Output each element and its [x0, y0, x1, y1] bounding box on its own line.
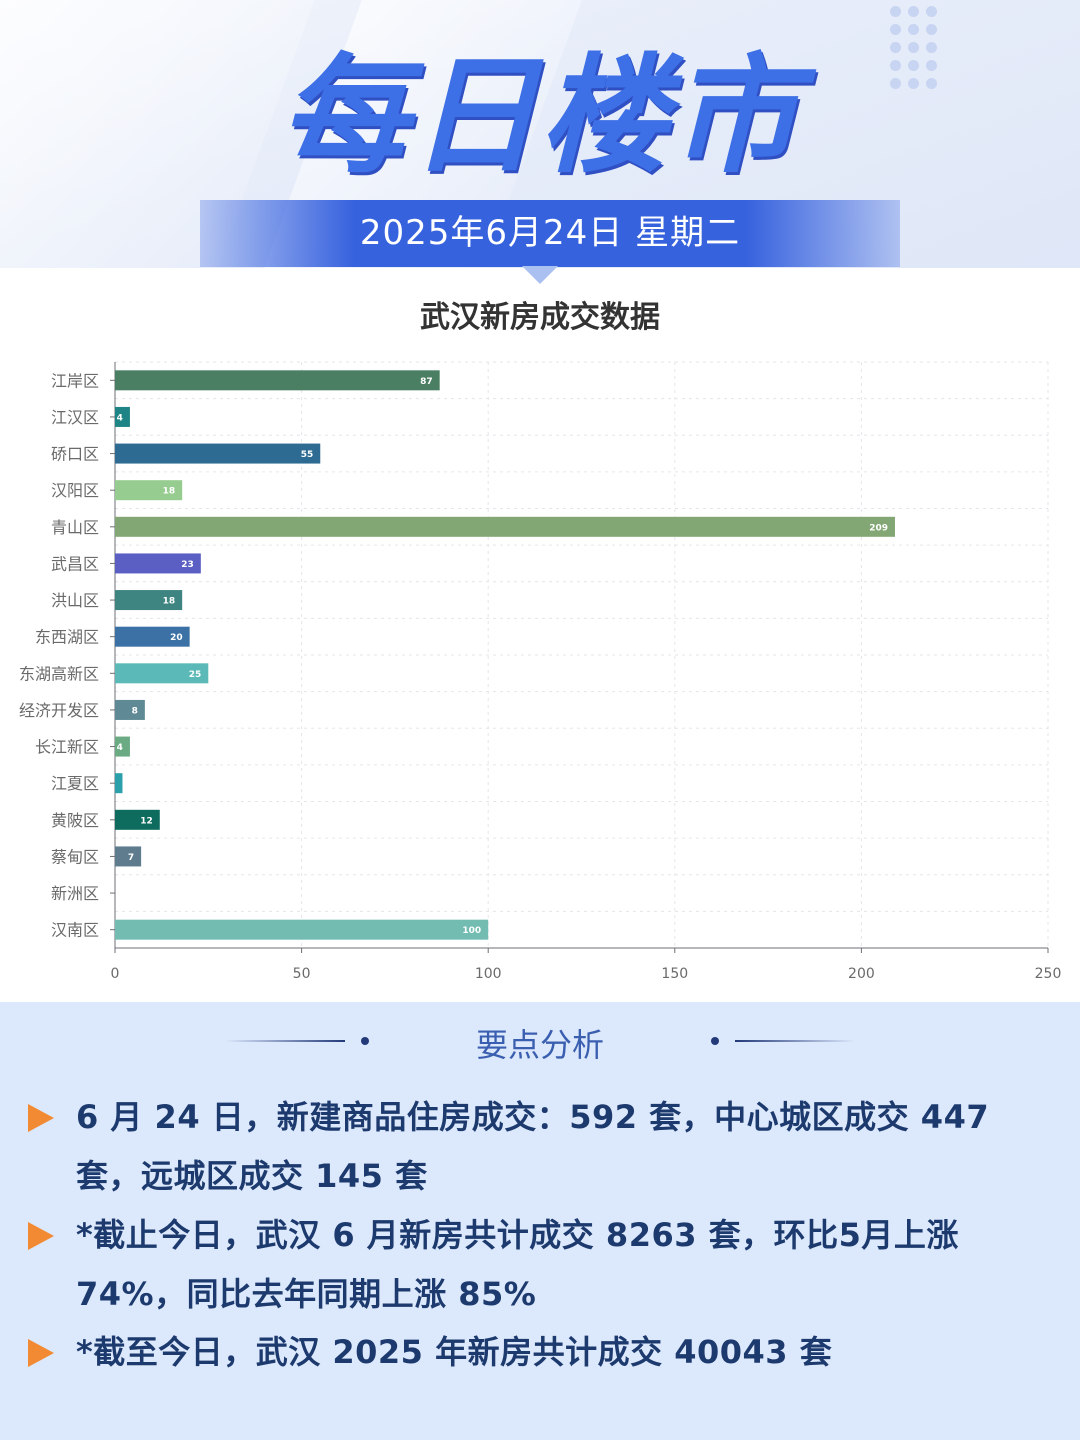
x-tick-label: 150 — [661, 966, 688, 982]
date-banner: 2025年6月24日 星期二 — [200, 200, 900, 267]
bar-value-label: 4 — [117, 413, 123, 423]
category-label: 江岸区 — [51, 371, 99, 390]
bar — [115, 370, 440, 391]
bar — [115, 699, 145, 720]
analysis-bullet: 6 月 24 日，新建商品住房成交：592 套，中心城区成交 447 套，远城区… — [28, 1088, 1038, 1206]
category-label: 汉南区 — [51, 921, 99, 940]
analysis-bullet-text: *截至今日，武汉 2025 年新房共计成交 40043 套 — [76, 1333, 833, 1371]
bar — [115, 736, 130, 757]
heading-divider-right — [735, 1040, 855, 1042]
analysis-heading: 要点分析 — [475, 1026, 604, 1064]
category-label: 东湖高新区 — [19, 664, 99, 683]
bar — [115, 846, 142, 867]
x-tick-label: 250 — [1035, 966, 1062, 982]
bar-value-label: 12 — [140, 816, 153, 826]
bar — [115, 809, 160, 830]
category-label: 汉阳区 — [51, 481, 99, 500]
orange-triangle-icon — [28, 1104, 54, 1132]
bar-value-label: 23 — [181, 560, 194, 570]
bar-value-label: 100 — [462, 926, 481, 936]
category-label: 江汉区 — [51, 408, 99, 427]
date-banner-pointer — [522, 266, 558, 284]
analysis-bullet-text: *截止今日，武汉 6 月新房共计成交 8263 套，环比5月上涨 74%，同比去… — [76, 1216, 959, 1313]
bar — [115, 443, 321, 464]
bar — [115, 663, 209, 684]
bar — [115, 406, 130, 427]
bar-value-label: 18 — [163, 487, 176, 497]
bar-value-label: 87 — [420, 377, 433, 387]
bar — [115, 590, 183, 611]
heading-dot-right — [711, 1037, 719, 1045]
bar — [115, 553, 201, 574]
bar-value-label: 8 — [132, 706, 138, 716]
x-tick-label: 100 — [475, 966, 502, 982]
bar — [115, 480, 183, 501]
category-label: 江夏区 — [51, 774, 99, 793]
category-label: 武昌区 — [51, 554, 99, 573]
category-label: 经济开发区 — [19, 701, 99, 720]
header-banner: 每日楼市 2025年6月24日 星期二 — [0, 0, 1080, 268]
bar-value-label: 25 — [189, 670, 202, 680]
bar-value-label: 20 — [170, 633, 183, 643]
orange-triangle-icon — [28, 1339, 54, 1367]
analysis-bullet-text: 6 月 24 日，新建商品住房成交：592 套，中心城区成交 447 套，远城区… — [76, 1098, 990, 1195]
category-label: 蔡甸区 — [51, 847, 99, 866]
category-label: 洪山区 — [51, 591, 99, 610]
category-label: 长江新区 — [35, 738, 99, 757]
heading-divider-left — [225, 1040, 345, 1042]
dot-pattern-decoration — [890, 6, 950, 106]
bar-value-label: 55 — [301, 450, 314, 460]
analysis-section: 要点分析 6 月 24 日，新建商品住房成交：592 套，中心城区成交 447 … — [0, 1002, 1080, 1440]
page-title: 每日楼市 — [279, 42, 800, 191]
bar — [115, 516, 895, 537]
category-label: 新洲区 — [51, 884, 99, 903]
bar-value-label: 7 — [128, 853, 134, 863]
bar-value-label: 4 — [117, 743, 123, 753]
category-label: 青山区 — [51, 518, 99, 537]
category-label: 黄陂区 — [51, 811, 99, 830]
x-tick-label: 0 — [111, 966, 120, 982]
bar — [115, 919, 489, 940]
x-tick-label: 50 — [293, 966, 311, 982]
orange-triangle-icon — [28, 1222, 54, 1250]
analysis-bullet: *截至今日，武汉 2025 年新房共计成交 40043 套 — [28, 1323, 1038, 1382]
bar — [115, 773, 123, 794]
bar-value-label: 18 — [163, 597, 176, 607]
chart-title: 武汉新房成交数据 — [420, 300, 660, 335]
category-label: 硚口区 — [51, 445, 99, 464]
bar — [115, 626, 190, 647]
x-tick-label: 200 — [848, 966, 875, 982]
analysis-bullet: *截止今日，武汉 6 月新房共计成交 8263 套，环比5月上涨 74%，同比去… — [28, 1206, 1038, 1324]
bar-value-label: 209 — [869, 523, 888, 533]
heading-dot-left — [361, 1037, 369, 1045]
category-label: 东西湖区 — [35, 628, 99, 647]
